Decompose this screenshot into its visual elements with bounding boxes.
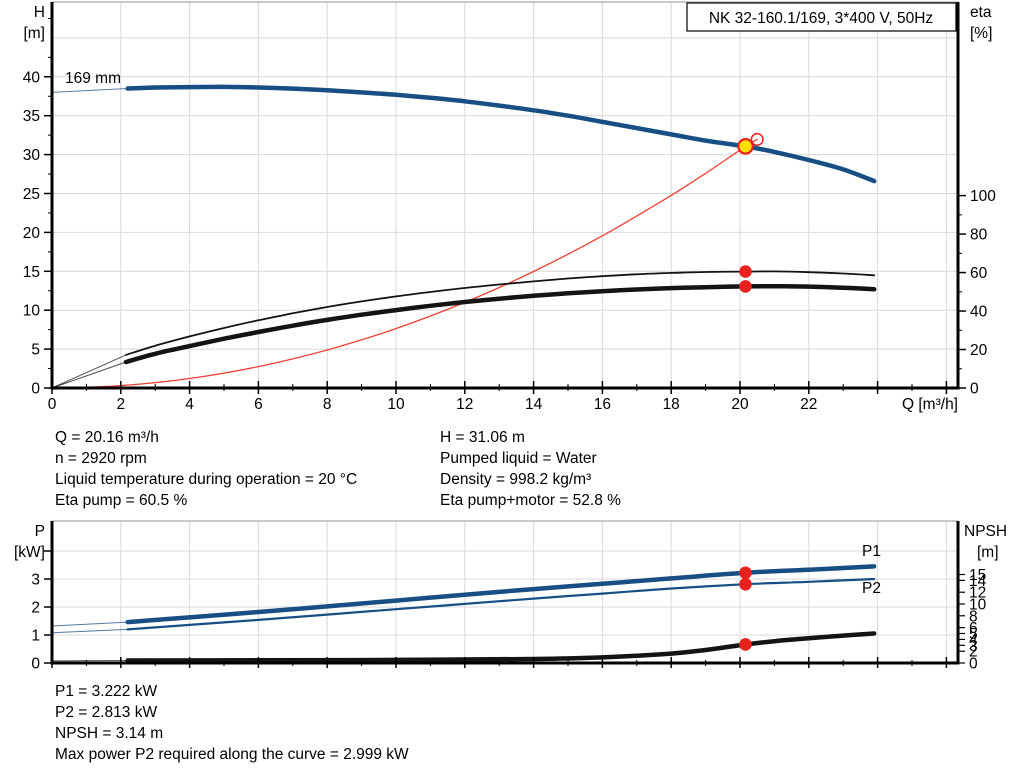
h-axis-tick-label: 0 [31,381,40,398]
power-axis-unit: [kW] [14,544,45,561]
power-info: P1 = 3.222 kWP2 = 2.813 kWNPSH = 3.14 mM… [55,681,409,765]
pump-performance-panel: 0510152025303540020406080100024681012141… [0,0,1024,781]
npsh-axis-unit: [m] [977,544,999,561]
eta-pump-curve-lead [52,355,126,388]
info-line: H = 31.06 m [440,427,621,448]
h-axis-tick-label: 15 [23,264,40,281]
p2-curve-label: P2 [862,580,881,597]
eta-axis-tick-label: 60 [970,265,988,282]
impeller-diameter-label: 169 mm [65,70,121,87]
eta-pump-curve [126,271,874,355]
p1-curve [128,566,875,622]
npsh-curve [128,634,875,661]
p-axis-tick-label: 3 [31,572,40,589]
q-axis-tick-label: 10 [387,396,405,413]
operating-point-dot [739,265,752,278]
pump-title: NK 32-160.1/169, 3*400 V, 50Hz [709,10,933,27]
eta-axis-tick-label: 40 [970,304,988,321]
q-axis-tick-label: 20 [731,396,749,413]
h-axis-tick-label: 30 [23,147,41,164]
q-axis-tick-label: 22 [800,396,817,413]
head-axis-title-h: H [34,4,45,21]
info-line: NPSH = 3.14 m [55,723,409,744]
operating-point-dot [739,280,752,293]
operating-point-dot [739,638,752,651]
q-axis-tick-label: 2 [116,396,125,413]
info-line: P2 = 2.813 kW [55,702,409,723]
p-axis-tick-label: 1 [31,628,40,645]
h-axis-tick-label: 35 [23,108,40,125]
info-line: Density = 998.2 kg/m³ [440,469,621,490]
p-axis-tick-label: 2 [31,600,40,617]
eta-pump-motor-curve-lead [52,362,126,388]
system-curve [52,139,757,388]
q-axis-tick-label: 8 [323,396,332,413]
q-axis-tick-label: 6 [254,396,263,413]
p1-curve-lead [52,622,128,626]
info-line: Max power P2 required along the curve = … [55,744,409,765]
head-curve-169mm [128,87,875,181]
q-axis-tick-label: 14 [525,396,543,413]
info-line: Eta pump = 60.5 % [55,490,357,511]
info-line: n = 2920 rpm [55,448,357,469]
operating-point-dot [739,578,752,591]
duty-point-marker [738,139,752,153]
flow-axis-title: Q [m³/h] [902,396,958,413]
eta-axis-tick-label: 0 [970,381,979,398]
operating-point-dot [739,566,752,579]
h-axis-tick-label: 5 [31,342,40,359]
h-axis-tick-label: 20 [23,225,41,242]
pump-curves-chart: 0510152025303540020406080100024681012141… [0,0,1024,781]
p1-curve-label: P1 [862,543,881,560]
eta-axis-title: eta [970,4,992,21]
npsh-axis-tick-label: 0 [969,656,978,673]
duty-info-left: Q = 20.16 m³/hn = 2920 rpmLiquid tempera… [55,427,357,511]
p2-curve [128,579,875,629]
q-axis-tick-label: 18 [663,396,680,413]
info-line: Eta pump+motor = 52.8 % [440,490,621,511]
q-axis-tick-label: 0 [48,396,57,413]
npsh-axis-title: NPSH [964,523,1007,540]
q-axis-tick-label: 16 [594,396,611,413]
info-line: P1 = 3.222 kW [55,681,409,702]
plot-layer: 0510152025303540020406080100024681012141… [23,2,996,673]
head-axis-title-m: [m] [23,25,45,42]
p-axis-tick-label: 0 [31,656,40,673]
q-axis-tick-label: 4 [185,396,194,413]
eta-axis-unit: [%] [970,25,992,42]
q-axis-tick-label: 12 [456,396,473,413]
eta-axis-tick-label: 20 [970,342,988,359]
info-line: Q = 20.16 m³/h [55,427,357,448]
info-line: Liquid temperature during operation = 20… [55,469,357,490]
power-axis-title: P [35,523,45,540]
h-axis-tick-label: 10 [23,303,41,320]
eta-axis-tick-label: 80 [970,227,988,244]
h-axis-tick-label: 25 [23,186,40,203]
p2-curve-lead [52,629,128,632]
h-axis-tick-label: 40 [23,69,41,86]
duty-info-right: H = 31.06 mPumped liquid = WaterDensity … [440,427,621,511]
info-line: Pumped liquid = Water [440,448,621,469]
head-curve-169mm-lead [52,89,128,93]
eta-axis-tick-label: 100 [970,188,996,205]
